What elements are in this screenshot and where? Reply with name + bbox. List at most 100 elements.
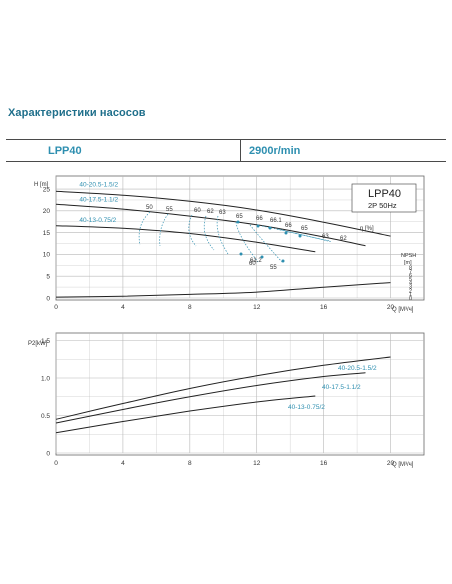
- efficiency-contour-label: 65: [301, 226, 308, 232]
- head-x-tick-label: 4: [121, 304, 125, 311]
- efficiency-marker: [236, 220, 240, 224]
- efficiency-marker: [298, 234, 302, 238]
- head-y-tick-label: 10: [43, 252, 51, 259]
- head-x-tick-label: 0: [54, 304, 58, 311]
- power-series-label: 40-13-0.75/2: [288, 404, 325, 411]
- efficiency-contour-label: 50: [146, 205, 153, 211]
- efficiency-contour-label: 55: [270, 265, 277, 271]
- power-x-tick-label: 0: [54, 460, 58, 467]
- npsh-curve: [55, 282, 391, 298]
- legend-box: [351, 183, 417, 213]
- head-curve: [55, 190, 391, 237]
- efficiency-contour: [235, 221, 259, 263]
- power-y-axis-title: P2[kW]: [28, 341, 48, 347]
- power-chart-frame: [55, 332, 425, 456]
- npsh-tick-label: 7: [409, 269, 412, 275]
- efficiency-contour-label: 62: [207, 209, 214, 215]
- efficiency-contour: [138, 211, 151, 246]
- npsh-tick-label: 2: [409, 288, 412, 294]
- npsh-tick-label: 8: [409, 266, 412, 272]
- head-series-group: 40-20.5-1.5/2 40-17.5-1.1/2 40-13-0.75/2: [55, 181, 391, 298]
- power-y-tick-label: 0: [46, 450, 50, 457]
- head-chart: 40-20.5-1.5/2 40-17.5-1.1/2 40-13-0.75/2 5…: [34, 175, 425, 313]
- head-tick-labels: 0 4 8 12 16 20 0 5 10 15 20 25: [43, 186, 395, 311]
- efficiency-contour: [216, 215, 229, 255]
- efficiency-contour-label: 55: [166, 207, 173, 213]
- npsh-tick-label: 4: [409, 281, 412, 287]
- page-title: Характеристики насосов: [8, 107, 146, 119]
- head-x-axis-title: Q [M³/ч]: [392, 307, 414, 313]
- head-y-tick-label: 15: [43, 230, 51, 237]
- efficiency-contour-label: 62: [340, 236, 347, 242]
- efficiency-contour: [249, 224, 283, 263]
- legend-box-title: LPP40: [368, 188, 401, 200]
- power-x-tick-label: 16: [320, 460, 328, 467]
- efficiency-marker: [256, 224, 260, 228]
- efficiency-contour: [277, 228, 331, 242]
- npsh-tick-label: 0: [409, 296, 412, 302]
- power-x-tick-label: 8: [188, 460, 192, 467]
- model-name: LPP40: [48, 145, 82, 157]
- head-curve: [55, 203, 366, 247]
- efficiency-marker: [239, 252, 243, 256]
- npsh-tick-label: 6: [409, 273, 412, 279]
- efficiency-contour: [159, 213, 169, 247]
- power-y-tick-label: 1.5: [41, 338, 50, 345]
- npsh-tick-label: 3: [409, 285, 412, 291]
- power-series-group: 40-20.5-1.5/2 40-17.5-1.1/2 40-13-0.75/2: [55, 356, 391, 434]
- efficiency-marker: [268, 226, 272, 230]
- efficiency-contour-label: 60: [194, 208, 201, 214]
- npsh-tick-label: 1: [409, 292, 412, 298]
- efficiency-contour-label: 63: [219, 210, 226, 216]
- head-x-tick-label: 8: [188, 304, 192, 311]
- power-x-axis-title: Q [M³/ч]: [392, 462, 414, 468]
- head-x-tick-label: 20: [387, 304, 395, 311]
- head-x-tick-label: 12: [253, 304, 261, 311]
- head-y-tick-label: 20: [43, 208, 51, 215]
- efficiency-contour-label: 66: [285, 223, 292, 229]
- speed-label: 2900r/min: [249, 145, 301, 157]
- power-series-label: 40-20.5-1.5/2: [338, 365, 377, 372]
- efficiency-contour: [203, 215, 215, 251]
- head-series-label: 40-20.5-1.5/2: [79, 181, 118, 188]
- legend-box-subtitle: 2P 50Hz: [368, 201, 397, 210]
- head-series-label: 40-13-0.75/2: [79, 217, 116, 224]
- power-y-tick-label: 0.5: [41, 413, 50, 420]
- npsh-axis-title: NPSH: [401, 253, 416, 259]
- head-series-label: 40-17.5-1.1/2: [79, 196, 118, 203]
- efficiency-axis-title: η [%]: [360, 226, 374, 232]
- head-y-tick-label: 0: [46, 295, 50, 302]
- efficiency-contour-label: 63: [322, 234, 329, 240]
- model-bar: LPP40 2900r/min: [6, 139, 446, 162]
- efficiency-contour-label: 66: [256, 216, 263, 222]
- power-x-tick-label: 4: [121, 460, 125, 467]
- head-curve: [55, 225, 316, 253]
- power-curve: [55, 372, 366, 424]
- power-grid: [55, 333, 424, 454]
- power-curve: [55, 356, 391, 420]
- power-chart: 40-20.5-1.5/2 40-17.5-1.1/2 40-13-0.75/2 0…: [28, 332, 425, 468]
- head-y-tick-label: 5: [46, 274, 50, 281]
- efficiency-contour-label: 65: [236, 214, 243, 220]
- efficiency-marker: [260, 255, 264, 259]
- power-curve: [55, 395, 316, 434]
- efficiency-contour-label: 66.1: [270, 218, 282, 224]
- model-divider: [240, 140, 241, 161]
- head-y-axis-title: H [m]: [34, 182, 49, 188]
- efficiency-contour-label: 61.2: [250, 258, 262, 264]
- head-x-tick-label: 16: [320, 304, 328, 311]
- efficiency-marker: [284, 231, 288, 235]
- efficiency-marker: [281, 259, 285, 263]
- npsh-tick-label: 5: [409, 277, 412, 283]
- efficiency-contour-label: 60: [249, 261, 256, 267]
- power-tick-labels: 0 4 8 12 16 20 0 0.5 1.0 1.5: [41, 338, 395, 467]
- npsh-axis-unit: [m]: [404, 260, 412, 266]
- power-x-tick-label: 20: [387, 460, 395, 467]
- power-y-tick-label: 1.0: [41, 375, 50, 382]
- power-x-tick-label: 12: [253, 460, 261, 467]
- efficiency-contour: [188, 214, 197, 247]
- power-series-label: 40-17.5-1.1/2: [322, 384, 361, 391]
